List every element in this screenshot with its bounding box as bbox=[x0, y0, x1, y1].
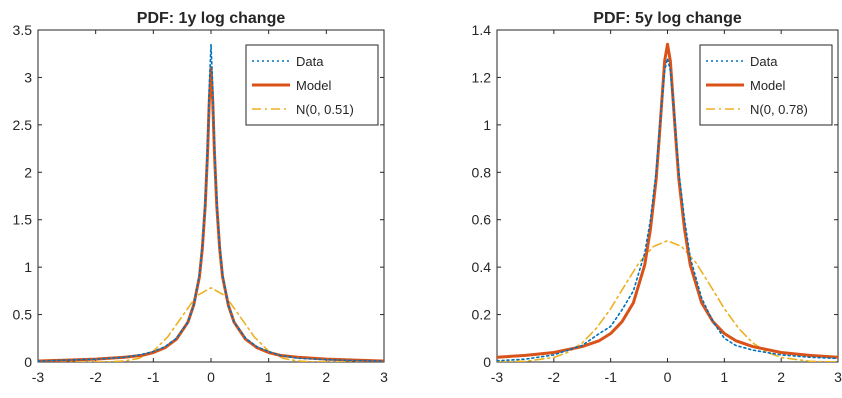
x-tick-label: 0 bbox=[207, 369, 215, 385]
legend: Data Model N(0, 0.51) bbox=[245, 44, 379, 126]
legend-label: Data bbox=[296, 54, 324, 69]
y-tick-label: 3.5 bbox=[13, 22, 33, 38]
series-line-dashdot bbox=[497, 239, 838, 362]
series-line-solid bbox=[38, 66, 384, 362]
y-tick-label: 0.4 bbox=[472, 259, 492, 275]
legend-label: N(0, 0.78) bbox=[750, 102, 808, 117]
x-tick-label: 2 bbox=[322, 369, 330, 385]
chart-title: PDF: 1y log change bbox=[137, 10, 286, 27]
x-tick-label: 3 bbox=[834, 369, 842, 385]
legend-label: Model bbox=[296, 78, 332, 93]
y-tick-label: 0.5 bbox=[13, 307, 33, 323]
y-tick-label: 0 bbox=[483, 354, 491, 370]
y-tick-label: 3 bbox=[24, 69, 32, 85]
x-tick-label: -2 bbox=[89, 369, 102, 385]
series-line-dashdot bbox=[38, 286, 384, 362]
y-tick-label: 1 bbox=[24, 259, 32, 275]
y-tick-label: 1.4 bbox=[472, 22, 492, 38]
y-tick-label: 0.6 bbox=[472, 212, 492, 228]
chart-panel-1y: PDF: 1y log change -3 -2 -1 0 1 2 3 0 0.5 1 1.5 2 2.… bbox=[13, 10, 389, 385]
y-tick-label: 1 bbox=[483, 117, 491, 133]
legend-label: Data bbox=[750, 54, 778, 69]
x-tick-label: 1 bbox=[265, 369, 273, 385]
y-tick-label: 0.8 bbox=[472, 164, 492, 180]
x-tick-label: 0 bbox=[664, 369, 672, 385]
x-tick-label: -1 bbox=[147, 369, 160, 385]
x-tick-label: 1 bbox=[720, 369, 728, 385]
x-tick-label: -3 bbox=[32, 369, 45, 385]
x-tick-label: 2 bbox=[777, 369, 785, 385]
chart-title: PDF: 5y log change bbox=[593, 10, 742, 27]
legend: Data Model N(0, 0.78) bbox=[699, 44, 833, 126]
x-tick-label: -1 bbox=[604, 369, 617, 385]
y-tick-label: 1.2 bbox=[472, 69, 492, 85]
x-tick-label: -3 bbox=[491, 369, 504, 385]
y-tick-label: 2 bbox=[24, 164, 32, 180]
legend-label: N(0, 0.51) bbox=[296, 102, 354, 117]
y-tick-label: 0 bbox=[24, 354, 32, 370]
series-line-dotted bbox=[38, 43, 384, 362]
y-tick-label: 1.5 bbox=[13, 212, 33, 228]
y-tick-label: 2.5 bbox=[13, 117, 33, 133]
y-tick-label: 0.2 bbox=[472, 307, 492, 323]
series-line-dotted bbox=[497, 57, 838, 362]
series-line-solid bbox=[497, 42, 838, 359]
legend-label: Model bbox=[750, 78, 786, 93]
x-tick-label: 3 bbox=[380, 369, 388, 385]
x-tick-label: -2 bbox=[548, 369, 561, 385]
chart-panel-5y: PDF: 5y log change -3 -2 -1 0 1 2 3 0 0.2 0.4 0.6 0… bbox=[472, 10, 842, 385]
